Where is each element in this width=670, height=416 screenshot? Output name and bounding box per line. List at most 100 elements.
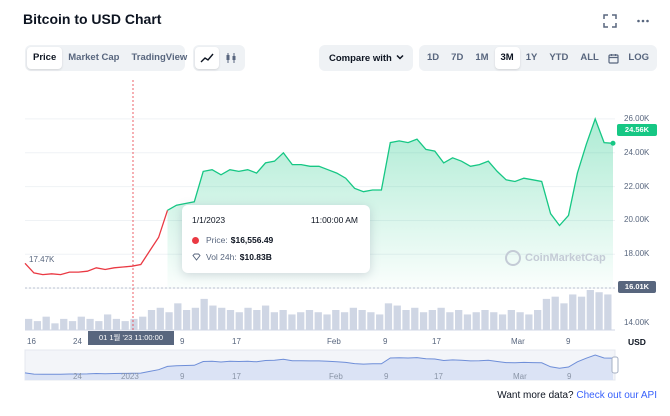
volume-bar (156, 307, 164, 330)
tab-market-cap[interactable]: Market Cap (68, 52, 120, 63)
volume-bar (130, 318, 138, 330)
tooltip-volume-label: Vol 24h: (206, 252, 237, 262)
volume-bar (209, 305, 217, 330)
volume-bar (402, 310, 410, 330)
x-tick-label: 16 (27, 337, 36, 346)
volume-bar (455, 310, 463, 330)
coinmarketcap-logo-icon (505, 250, 521, 266)
volume-bar (428, 310, 436, 330)
navigator-handle[interactable] (611, 356, 619, 374)
volume-bar (121, 321, 129, 330)
tooltip-time: 11:00:00 AM (310, 215, 358, 225)
navigator-tick-label: Mar (513, 372, 527, 381)
calendar-icon[interactable] (605, 47, 623, 69)
volume-bar (182, 310, 191, 330)
volume-bar (516, 312, 524, 330)
view-tabs: Price Market Cap TradingView (25, 45, 187, 71)
navigator-tick-label: 17 (232, 372, 241, 381)
volume-bar (534, 310, 542, 330)
volume-bar (68, 321, 77, 330)
volume-bar (261, 305, 270, 330)
volume-bar (560, 303, 568, 330)
volume-bar (103, 314, 112, 330)
range-1d[interactable]: 1D (427, 52, 440, 63)
tooltip-price-label: Price: (206, 235, 228, 245)
start-price-label: 17.47K (29, 255, 55, 264)
line-chart-icon[interactable] (195, 47, 219, 69)
price-tooltip: 1/1/2023 11:00:00 AM Price: $16,556.49 V… (182, 205, 370, 273)
navigator-line (24, 354, 614, 375)
navigator-tick-label: Feb (329, 372, 343, 381)
volume-bar (340, 312, 349, 330)
candlestick-icon[interactable] (219, 47, 243, 69)
x-tick-label: 9 (566, 337, 571, 346)
fullscreen-icon[interactable] (603, 14, 617, 28)
volume-bar (332, 310, 340, 330)
volume-bar (551, 296, 559, 330)
api-link[interactable]: Check out our API (576, 390, 657, 401)
tab-tradingview[interactable]: TradingView (131, 52, 188, 63)
time-range-selector: 1D 7D 1M 3M 1Y YTD ALL LOG (419, 45, 657, 71)
volume-bar (586, 290, 594, 330)
volume-bar (507, 310, 515, 330)
x-tick-label: 17 (232, 337, 241, 346)
y-tick-label: 20.00K (624, 215, 650, 225)
compare-with-dropdown[interactable]: Compare with (319, 45, 413, 71)
navigator-area (25, 355, 613, 380)
more-dots-icon[interactable] (636, 14, 650, 28)
volume-bar (349, 307, 357, 330)
log-scale-toggle[interactable]: LOG (628, 52, 649, 63)
volume-bar (77, 316, 85, 330)
compare-with-label: Compare with (329, 52, 392, 64)
volume-bar (297, 312, 305, 330)
navigator-tick-label: 9 (180, 372, 185, 381)
volume-bar (279, 310, 287, 330)
volume-bar (253, 310, 261, 330)
navigator-tick-label: 9 (567, 372, 572, 381)
x-tick-label: 9 (383, 337, 388, 346)
coinmarketcap-watermark: CoinMarketCap (505, 250, 606, 266)
chevron-down-icon (396, 54, 404, 60)
range-1m[interactable]: 1M (475, 52, 489, 63)
navigator-tick-label: 9 (384, 372, 389, 381)
volume-bar (86, 318, 94, 330)
range-all[interactable]: ALL (580, 52, 599, 63)
tooltip-price-value: $16,556.49 (230, 235, 274, 245)
range-navigator[interactable] (24, 349, 619, 381)
chart-type-toggle (193, 45, 245, 71)
price-line-below-open (24, 210, 169, 276)
volume-bar (174, 303, 182, 330)
volume-bar (481, 310, 489, 330)
volume-diamond-icon (192, 253, 201, 261)
open-price-tag: 16.01K (618, 281, 656, 293)
y-tick-label: 26.00K (624, 113, 650, 123)
volume-bar (525, 314, 533, 330)
volume-bar (595, 292, 603, 330)
tooltip-price-row: Price: $16,556.49 (192, 235, 273, 245)
volume-bar (218, 307, 226, 330)
volume-bar (376, 314, 384, 330)
currency-label: USD (628, 337, 646, 347)
y-tick-label: 18.00K (624, 249, 650, 259)
volume-bar (604, 294, 612, 330)
volume-bar (226, 310, 235, 330)
volume-bar (200, 298, 208, 330)
tab-price[interactable]: Price (27, 47, 63, 69)
volume-bar (42, 316, 50, 330)
volume-tick-label: 14.00K (624, 318, 650, 327)
volume-bar (463, 314, 472, 330)
volume-bar (446, 312, 454, 330)
volume-bar (51, 323, 59, 330)
volume-bar (393, 305, 401, 330)
crosshair-date-label: 01 1월 '23 11:00:00 (88, 331, 174, 345)
volume-bar (139, 316, 147, 330)
range-7d[interactable]: 7D (451, 52, 464, 63)
range-ytd[interactable]: YTD (549, 52, 569, 63)
volume-bar (314, 312, 322, 330)
range-3m[interactable]: 3M (494, 47, 520, 69)
range-1y[interactable]: 1Y (525, 52, 538, 63)
volume-bar (411, 307, 419, 330)
volume-bar (419, 312, 428, 330)
volume-bar (288, 314, 296, 330)
x-tick-label: 9 (180, 337, 185, 346)
